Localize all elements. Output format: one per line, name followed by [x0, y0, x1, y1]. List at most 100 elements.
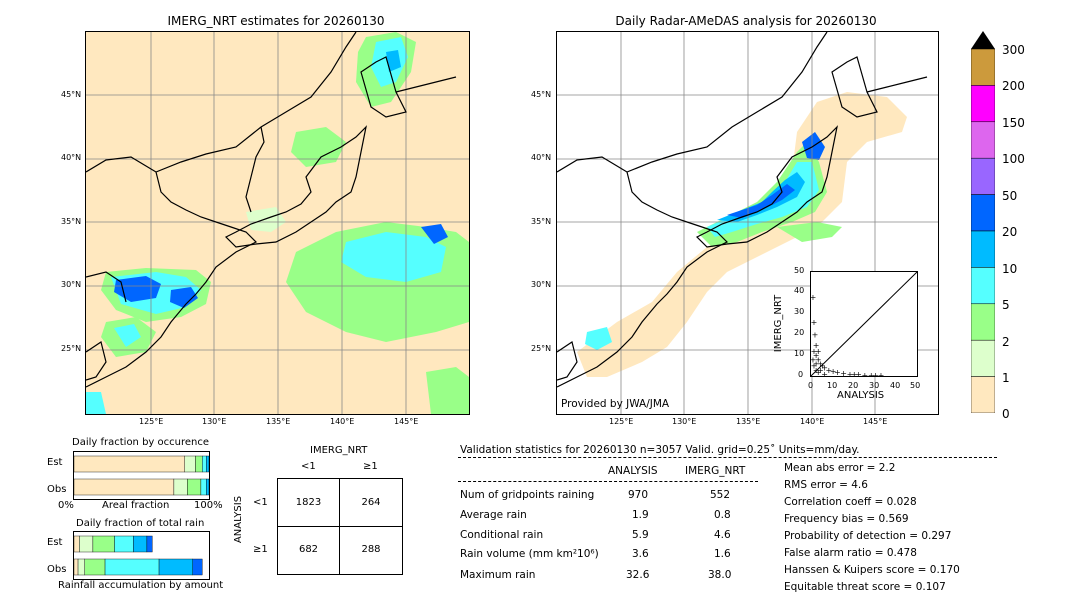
row-label-avg: Average rain: [460, 509, 527, 521]
occ-bar-est-4: [206, 455, 209, 473]
frac-occ-row-obs: Obs: [47, 484, 67, 495]
scatter-point: +: [815, 347, 822, 356]
scatter-point: +: [825, 366, 832, 375]
rain-bar-est-3: [114, 535, 134, 553]
rain-bar-obs-1: [77, 558, 86, 576]
scatter-ytick-0: 0: [798, 370, 804, 379]
score-corr: Correlation coeff = 0.028: [784, 496, 917, 508]
row-label-cond: Conditional rain: [460, 529, 544, 541]
scatter-point: +: [855, 370, 862, 376]
cbar-label-20: 20: [1002, 225, 1018, 239]
scatter-point: +: [878, 371, 885, 376]
occ-bar-obs-0: [74, 478, 175, 496]
row-analysis-gridpoints: 970: [628, 489, 649, 501]
right-map-canvas: [557, 32, 938, 414]
right-lon-145: 145°E: [863, 417, 888, 426]
frac-occ-title: Daily fraction by occurence: [72, 437, 210, 448]
scatter-point: +: [815, 368, 822, 376]
contingency-row-title: ANALYSIS: [233, 495, 245, 544]
right-lat-35: 35°N: [531, 217, 552, 226]
occ-bar-est-3: [202, 455, 207, 473]
right-lat-45: 45°N: [531, 90, 552, 99]
scatter-point: +: [830, 367, 837, 376]
left-lat-25: 25°N: [61, 344, 82, 353]
scatter-xtick-10: 10: [827, 381, 838, 390]
left-lon-145: 145°E: [394, 417, 419, 426]
scatter-point: +: [813, 341, 820, 350]
right-lon-130: 130°E: [672, 417, 697, 426]
colorbar-block-3: [971, 157, 995, 195]
score-mae: Mean abs error = 2.2: [784, 462, 896, 474]
left-lon-140: 140°E: [330, 417, 355, 426]
scatter-point: +: [868, 371, 875, 376]
left-lat-30: 30°N: [61, 280, 82, 289]
frac-occ-axis-left: 0%: [58, 500, 74, 511]
left-map: [85, 31, 470, 415]
contingency-row-ge1: ≥1: [253, 544, 268, 555]
cell-hit-none: 1823: [295, 497, 322, 508]
occ-bar-obs-1: [173, 478, 188, 496]
colorbar-extend-arrow: [971, 31, 995, 49]
row-analysis-volume: 3.6: [632, 548, 649, 560]
score-rmse: RMS error = 4.6: [784, 479, 868, 491]
cbar-label-150: 150: [1002, 116, 1025, 130]
row-analysis-cond: 5.9: [632, 529, 649, 541]
scatter-point: +: [817, 360, 824, 369]
scatter-point: +: [813, 360, 820, 369]
rain-bar-est-2: [92, 535, 115, 553]
scatter-ytick-20: 20: [794, 328, 805, 337]
scatter-plot: +++++++++++++++++++++++++++++: [811, 272, 917, 376]
occ-bar-est-2: [195, 455, 203, 473]
rain-bar-obs-2: [84, 558, 106, 576]
frac-occ-axis-mid: Areal fraction: [102, 500, 170, 511]
frac-rain-row-obs: Obs: [47, 564, 67, 575]
rain-bar-obs-5: [192, 558, 203, 576]
scatter-point: +: [872, 371, 879, 376]
scatter-point: +: [847, 370, 854, 376]
scatter-xlabel: ANALYSIS: [837, 390, 885, 401]
row-imerg-gridpoints: 552: [710, 489, 731, 501]
validation-header: Validation statistics for 20260130 n=305…: [460, 444, 860, 456]
scatter-point: +: [840, 369, 847, 376]
cbar-label-100: 100: [1002, 152, 1025, 166]
colorbar-block-8: [971, 339, 995, 377]
right-lon-125: 125°E: [609, 417, 634, 426]
left-lon-130: 130°E: [202, 417, 227, 426]
scatter-point: +: [821, 370, 828, 376]
left-lat-45: 45°N: [61, 90, 82, 99]
data-credit: Provided by JWA/JMA: [561, 398, 670, 410]
scatter-xtick-30: 30: [869, 381, 880, 390]
rain-bar-obs-3: [104, 558, 160, 576]
left-coastlines: [86, 32, 457, 388]
cbar-label-10: 10: [1002, 262, 1018, 276]
contingency-col-ge1: ≥1: [363, 461, 378, 472]
cbar-label-50: 50: [1002, 189, 1018, 203]
cell-false-alarm: 264: [361, 497, 381, 508]
scatter-diagonal: [811, 272, 917, 376]
frac-occ-bars: [74, 455, 209, 496]
rain-bar-obs-0: [74, 558, 79, 576]
cell-hit: 288: [361, 544, 381, 555]
scatter-point: +: [821, 364, 828, 373]
scatter-ytick-40: 40: [794, 286, 805, 295]
colorbar: [971, 31, 995, 413]
rain-bar-est-1: [79, 535, 94, 553]
frac-rain-title: Daily fraction of total rain: [76, 518, 205, 529]
score-ets: Equitable threat score = 0.107: [784, 581, 946, 593]
contingency-table: 1823 264 682 288: [277, 478, 403, 575]
left-lon-135: 135°E: [266, 417, 291, 426]
score-hk: Hanssen & Kuipers score = 0.170: [784, 564, 960, 576]
colorbar-block-4: [971, 194, 995, 232]
occ-bar-obs-4: [206, 478, 209, 496]
scatter-ytick-10: 10: [794, 349, 805, 358]
cell-miss: 682: [298, 544, 319, 555]
scatter-point: +: [815, 355, 822, 364]
scatter-point: +: [813, 351, 820, 360]
occ-bar-est-0: [74, 455, 185, 473]
scatter-point: +: [851, 370, 858, 376]
score-freq-bias: Frequency bias = 0.569: [784, 513, 909, 525]
cbar-label-1: 1: [1002, 371, 1010, 385]
row-imerg-avg: 0.8: [714, 509, 731, 521]
scatter-point: +: [811, 362, 817, 371]
frac-rain-chart: [73, 531, 210, 580]
